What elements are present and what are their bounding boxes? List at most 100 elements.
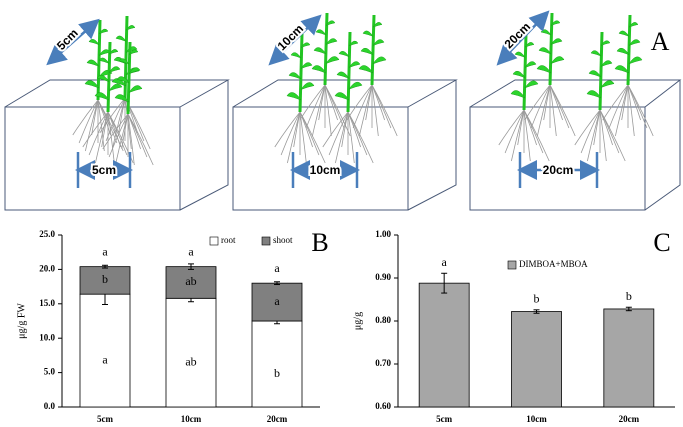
leaf <box>128 85 143 93</box>
root <box>99 97 126 134</box>
leaf <box>618 30 630 37</box>
leaf <box>88 39 100 45</box>
root <box>127 113 135 166</box>
bar-segment <box>165 297 217 408</box>
y-tick-label: 20.0 <box>39 263 55 273</box>
y-tick-label: 0.60 <box>375 401 391 411</box>
root <box>504 109 525 154</box>
leaf <box>125 25 136 31</box>
root <box>318 84 326 121</box>
root <box>347 111 374 164</box>
root <box>121 113 129 150</box>
leaf <box>628 22 639 28</box>
leaf <box>628 39 641 46</box>
root <box>599 109 607 162</box>
leaf <box>94 92 110 101</box>
leaf <box>360 47 374 55</box>
root <box>524 84 551 121</box>
root <box>347 111 355 164</box>
x-tick-label: 5cm <box>97 414 113 424</box>
legend-label: DIMBOA+MBOA <box>519 259 588 269</box>
leaf <box>600 40 611 46</box>
y-axis-label: μg/g FW <box>16 303 27 339</box>
root <box>549 84 557 137</box>
root <box>371 84 385 121</box>
bar-segment <box>251 320 303 408</box>
leaf <box>512 70 526 78</box>
stem <box>548 12 554 86</box>
leaf <box>290 52 302 59</box>
legend-label: root <box>221 235 236 245</box>
leaf <box>118 58 130 65</box>
root <box>108 113 129 158</box>
legend-label: shoot <box>273 235 293 245</box>
x-tick-label: 20cm <box>619 414 640 424</box>
leaf <box>288 72 302 80</box>
leaf <box>108 49 119 55</box>
stem <box>126 41 132 115</box>
root <box>118 97 126 134</box>
leaf <box>116 76 130 84</box>
stem <box>626 14 632 86</box>
leaf <box>96 74 110 82</box>
root <box>97 99 124 152</box>
root <box>352 84 373 129</box>
root <box>127 113 154 166</box>
panel-a: 5cm 10cm 20cm 5cm 10cm 20cm A <box>4 10 682 211</box>
significance-letter: b <box>626 289 632 303</box>
root <box>341 111 349 148</box>
leaf <box>84 80 100 89</box>
root <box>78 99 99 144</box>
root <box>324 84 351 137</box>
leaf <box>338 51 350 57</box>
root <box>549 84 576 137</box>
y-tick-label: 0.90 <box>375 272 391 282</box>
root <box>621 84 629 121</box>
root <box>293 111 301 148</box>
spacing-label: 20cm <box>502 20 534 52</box>
spacing-label: 20cm <box>543 163 574 177</box>
significance-letter: ab <box>185 274 196 288</box>
root <box>347 111 361 148</box>
leaf <box>372 39 385 46</box>
significance-letter: a <box>274 294 280 308</box>
root <box>299 84 326 121</box>
leaf <box>538 47 552 55</box>
arrows <box>46 10 600 188</box>
root <box>91 99 99 136</box>
significance-letter: ab <box>185 354 196 368</box>
root <box>346 84 373 121</box>
significance-letter: a <box>102 352 108 366</box>
leaf <box>590 50 602 57</box>
leaf <box>614 65 630 74</box>
spacing-label: 5cm <box>92 163 116 177</box>
significance-letter: a <box>188 244 194 258</box>
leaf <box>348 40 359 47</box>
stem <box>106 41 112 113</box>
leaf <box>600 60 613 67</box>
leaf <box>325 56 340 64</box>
root <box>530 84 551 129</box>
root <box>324 84 338 121</box>
root <box>371 84 398 137</box>
root <box>107 111 115 164</box>
leaf <box>336 71 350 79</box>
bar-segment <box>165 266 217 299</box>
leaf <box>524 80 539 89</box>
leaf <box>325 20 336 26</box>
box <box>4 79 682 211</box>
legend-swatch <box>507 260 517 270</box>
panel-label: A <box>651 27 670 56</box>
leaf <box>108 83 123 92</box>
root <box>305 84 326 129</box>
leaf <box>98 57 110 64</box>
leaf <box>114 94 130 103</box>
root <box>280 111 301 156</box>
leaf <box>372 56 387 65</box>
leaf <box>550 20 561 26</box>
leaf <box>550 56 565 64</box>
leaf <box>98 28 109 35</box>
leaf <box>86 59 100 67</box>
stem <box>298 33 304 113</box>
leaf <box>128 67 141 74</box>
